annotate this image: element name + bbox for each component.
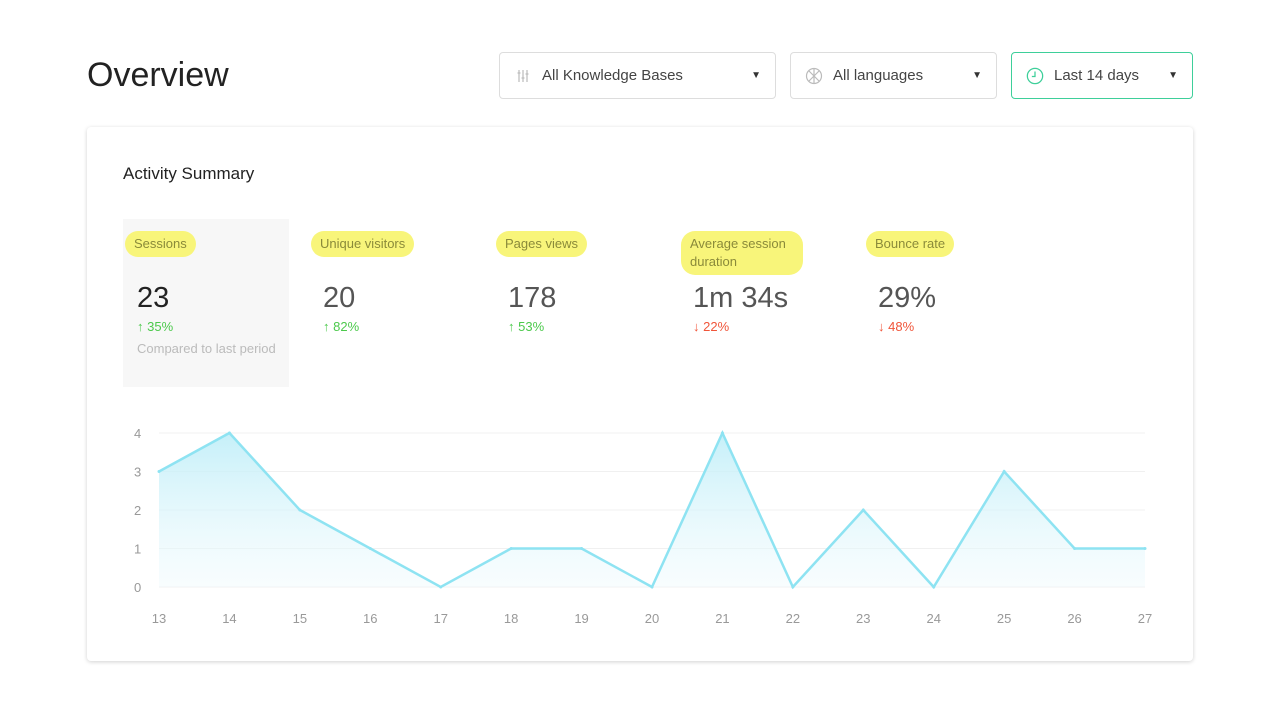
- activity-summary-card: Activity Summary Sessions 23 ↑ 35% Compa…: [87, 127, 1193, 661]
- x-tick-label: 18: [504, 611, 518, 626]
- metric-change: ↑ 35%: [137, 318, 173, 335]
- metric-label: Pages views: [496, 231, 587, 257]
- data-point: [932, 585, 936, 589]
- comparison-note: Compared to last period: [137, 341, 276, 356]
- data-point: [650, 585, 654, 589]
- arrow-down-icon: ↓: [878, 319, 885, 334]
- metric-value: 29%: [878, 282, 937, 314]
- metric-bounce-rate[interactable]: Bounce rate 29% ↓ 48%: [864, 219, 1030, 387]
- x-tick-label: 23: [856, 611, 870, 626]
- data-point: [368, 547, 372, 550]
- metric-change: ↑ 53%: [508, 318, 544, 335]
- metric-sessions[interactable]: Sessions 23 ↑ 35% Compared to last perio…: [123, 219, 289, 387]
- x-tick-label: 27: [1138, 611, 1152, 626]
- caret-down-icon: ▼: [972, 70, 982, 81]
- y-tick-label: 3: [134, 465, 141, 480]
- language-label: All languages: [833, 67, 924, 84]
- y-tick-label: 2: [134, 503, 141, 518]
- x-tick-label: 13: [152, 611, 166, 626]
- arrow-up-icon: ↑: [508, 319, 515, 334]
- x-tick-label: 16: [363, 611, 377, 626]
- x-tick-label: 25: [997, 611, 1011, 626]
- data-point: [227, 431, 231, 435]
- data-point: [791, 585, 795, 589]
- knowledge-base-label: All Knowledge Bases: [542, 67, 683, 84]
- metric-change: ↓ 22%: [693, 318, 729, 335]
- y-tick-label: 4: [134, 426, 141, 441]
- language-dropdown[interactable]: All languages ▼: [790, 52, 997, 99]
- arrow-up-icon: ↑: [137, 319, 144, 334]
- clock-icon: [1026, 67, 1044, 85]
- metric-change: ↓ 48%: [878, 318, 914, 335]
- knowledge-base-dropdown[interactable]: All Knowledge Bases ▼: [499, 52, 776, 99]
- metric-value: 23: [137, 282, 170, 314]
- data-point: [1073, 547, 1077, 550]
- metric-label: Sessions: [125, 231, 196, 257]
- metric-change-value: 22%: [703, 319, 730, 334]
- metric-pages-views[interactable]: Pages views 178 ↑ 53%: [494, 219, 660, 387]
- sliders-icon: [514, 67, 532, 85]
- y-tick-label: 1: [134, 542, 141, 557]
- x-tick-label: 24: [926, 611, 940, 626]
- metric-change: ↑ 82%: [323, 318, 359, 335]
- x-tick-label: 17: [433, 611, 447, 626]
- x-tick-label: 22: [786, 611, 800, 626]
- metric-change-value: 53%: [518, 319, 545, 334]
- x-tick-label: 26: [1067, 611, 1081, 626]
- data-point: [580, 547, 584, 550]
- x-tick-label: 14: [222, 611, 236, 626]
- x-tick-label: 20: [645, 611, 659, 626]
- metric-value: 1m 34s: [693, 282, 789, 314]
- data-point: [439, 585, 443, 589]
- metric-average-session-duration[interactable]: Average session duration 1m 34s ↓ 22%: [679, 219, 845, 387]
- card-title: Activity Summary: [123, 164, 255, 183]
- y-tick-label: 0: [134, 580, 141, 595]
- caret-down-icon: ▼: [751, 70, 761, 81]
- period-label: Last 14 days: [1054, 67, 1140, 84]
- metric-label: Average session duration: [681, 231, 803, 275]
- data-point: [1143, 547, 1147, 550]
- globe-icon: [805, 67, 823, 85]
- data-point: [157, 470, 161, 473]
- arrow-up-icon: ↑: [323, 319, 330, 334]
- metric-label: Unique visitors: [311, 231, 415, 257]
- metric-change-value: 35%: [147, 319, 174, 334]
- metric-unique-visitors[interactable]: Unique visitors 20 ↑ 82%: [309, 219, 475, 387]
- data-point: [1002, 470, 1006, 473]
- metric-change-value: 48%: [888, 319, 915, 334]
- metric-change-value: 82%: [333, 319, 360, 334]
- data-point: [509, 547, 513, 550]
- x-tick-label: 15: [293, 611, 307, 626]
- metric-label: Bounce rate: [866, 231, 955, 257]
- data-point: [720, 431, 724, 435]
- caret-down-icon: ▼: [1168, 70, 1178, 81]
- x-tick-label: 21: [715, 611, 729, 626]
- data-point: [861, 508, 865, 512]
- page-title: Overview: [87, 56, 229, 94]
- metric-value: 20: [323, 282, 356, 314]
- metric-value: 178: [508, 282, 557, 314]
- arrow-down-icon: ↓: [693, 319, 700, 334]
- period-dropdown[interactable]: Last 14 days ▼: [1011, 52, 1193, 99]
- x-tick-label: 19: [574, 611, 588, 626]
- data-point: [298, 508, 302, 512]
